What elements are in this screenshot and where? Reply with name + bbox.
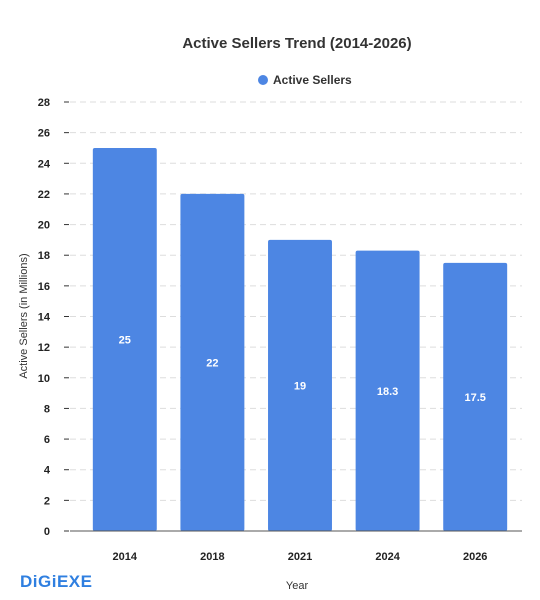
bar-data-label: 18.3 — [377, 386, 398, 398]
y-tick-label: 10 — [38, 373, 50, 385]
y-tick-label: 18 — [38, 250, 50, 262]
chart-title: Active Sellers Trend (2014-2026) — [182, 35, 411, 52]
bar-data-label: 25 — [119, 334, 131, 346]
x-tick-label: 2026 — [463, 551, 487, 563]
y-tick-label: 22 — [38, 189, 50, 201]
bar-data-label: 17.5 — [464, 392, 485, 404]
y-tick-label: 20 — [38, 220, 50, 232]
y-axis-label: Active Sellers (in Millions) — [18, 253, 30, 378]
bar-2026 — [443, 262, 508, 531]
bar-2021 — [268, 239, 332, 531]
y-tick-label: 8 — [44, 403, 50, 415]
bar-2024 — [355, 250, 420, 531]
brand-logo: DiGiEXE — [20, 572, 93, 591]
bar-data-label: 22 — [206, 357, 218, 369]
legend: Active Sellers — [258, 73, 352, 87]
bars — [92, 147, 508, 531]
y-tick-label: 24 — [38, 158, 51, 170]
y-tick-label: 4 — [44, 465, 51, 477]
x-tick-label: 2021 — [288, 551, 312, 563]
y-tick-label: 2 — [44, 495, 50, 507]
y-tick-label: 28 — [38, 97, 50, 109]
bar-data-label: 19 — [294, 380, 306, 392]
x-axis-label: Year — [286, 580, 309, 592]
x-tick-label: 2014 — [113, 551, 138, 563]
legend-marker — [258, 75, 268, 85]
x-tick-label: 2018 — [200, 551, 224, 563]
y-tick-label: 26 — [38, 128, 50, 140]
y-tick-label: 14 — [38, 312, 51, 324]
y-tick-label: 16 — [38, 281, 50, 293]
y-tick-label: 6 — [44, 434, 50, 446]
x-tick-label: 2024 — [375, 551, 400, 563]
x-axis-ticks: 2014 2018 2021 2024 2026 — [113, 551, 488, 563]
legend-label: Active Sellers — [273, 73, 352, 87]
y-tick-label: 0 — [44, 526, 50, 538]
bar-2018 — [180, 193, 245, 531]
bar-data-labels: 25 22 19 18.3 17.5 — [119, 334, 486, 403]
y-tick-label: 12 — [38, 342, 50, 354]
bar-2014 — [92, 147, 157, 531]
